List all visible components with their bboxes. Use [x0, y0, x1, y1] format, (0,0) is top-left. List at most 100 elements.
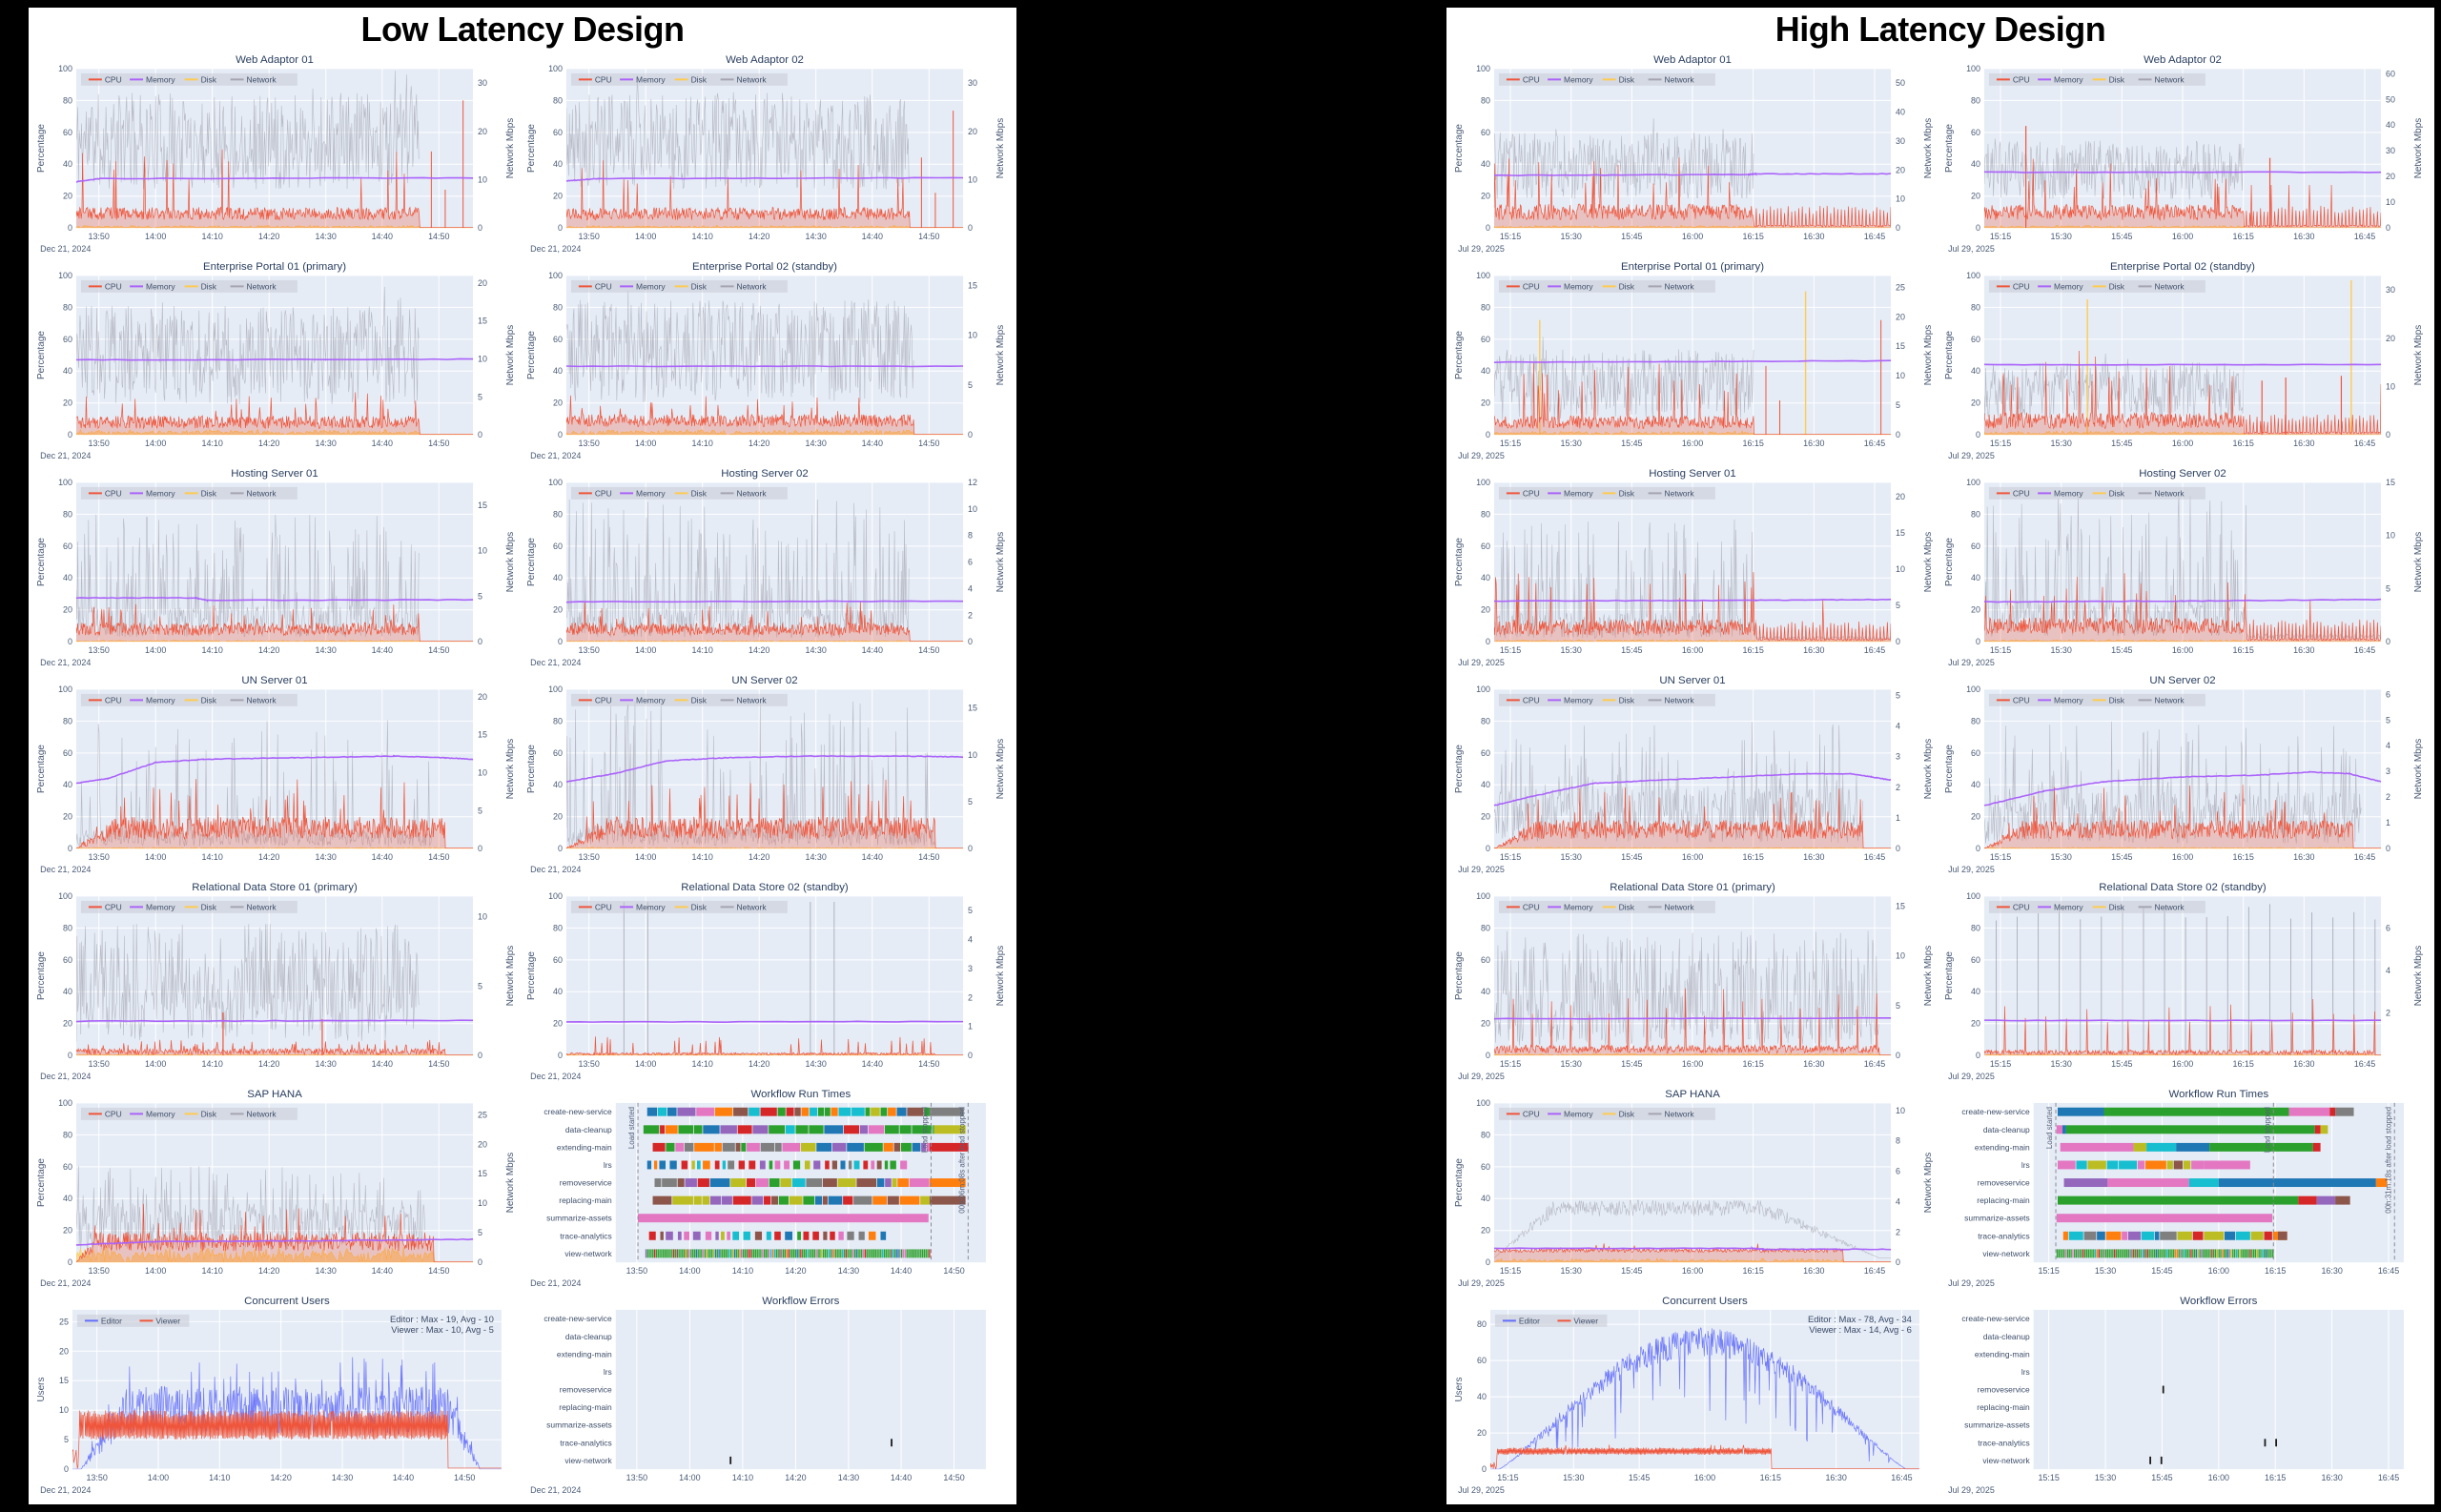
svg-text:16:00: 16:00 [1682, 645, 1703, 655]
svg-text:Disk: Disk [201, 1109, 217, 1118]
svg-text:0: 0 [1976, 430, 1980, 439]
svg-text:Network Mbps: Network Mbps [1923, 532, 1934, 593]
svg-text:40: 40 [1481, 987, 1490, 996]
svg-text:Viewer: Viewer [155, 1316, 180, 1325]
svg-text:15:15: 15:15 [1990, 232, 2011, 241]
svg-text:Relational Data Store 01 (prim: Relational Data Store 01 (primary) [1610, 882, 1775, 893]
chart-grid-low-latency: Web Adaptor 01 13:50 14:00 14:10 14:20 14:30 1… [32, 53, 1013, 1502]
svg-text:Hosting Server 01: Hosting Server 01 [1649, 468, 1736, 480]
chart-plot: Web Adaptor 01 13:50 14:00 14:10 14:20 14:30 1… [36, 54, 516, 254]
svg-text:40: 40 [553, 159, 563, 169]
chart-plot: Web Adaptor 02 13:50 14:00 14:10 14:20 14:30 1… [526, 54, 1006, 254]
svg-text:15:30: 15:30 [1561, 1266, 1582, 1276]
svg-text:5: 5 [64, 1435, 69, 1444]
svg-text:14:20: 14:20 [258, 232, 279, 241]
svg-text:CPU: CPU [595, 488, 612, 498]
svg-text:15:15: 15:15 [1497, 1473, 1518, 1482]
svg-text:0: 0 [68, 1051, 72, 1060]
svg-text:20: 20 [553, 605, 563, 615]
svg-text:10: 10 [478, 1198, 487, 1208]
svg-text:Network: Network [247, 695, 277, 705]
svg-text:data-cleanup: data-cleanup [1983, 1332, 2030, 1341]
svg-text:3: 3 [968, 964, 973, 973]
svg-text:80: 80 [1971, 302, 1980, 312]
chart-plot: Relational Data Store 01 (primary) 15:15 1… [1454, 882, 1934, 1081]
svg-text:100: 100 [548, 684, 563, 694]
svg-text:14:30: 14:30 [316, 1266, 337, 1276]
svg-text:15: 15 [1896, 901, 1905, 910]
chart-plot: Web Adaptor 01 15:15 15:30 15:45 16:00 16:15 1… [1454, 54, 1934, 254]
svg-text:16:00: 16:00 [1682, 1266, 1703, 1276]
svg-text:80: 80 [1481, 1130, 1490, 1139]
svg-text:14:40: 14:40 [891, 1473, 912, 1482]
svg-text:Network Mbps: Network Mbps [995, 946, 1006, 1007]
svg-text:10: 10 [968, 750, 977, 760]
svg-text:Memory: Memory [1564, 281, 1593, 291]
svg-text:Workflow Run Times: Workflow Run Times [2169, 1089, 2269, 1100]
svg-text:20: 20 [1481, 1019, 1490, 1029]
svg-text:16:00: 16:00 [1682, 439, 1703, 448]
chart-relational-data-store-02-standby: Relational Data Store 02 (standby) 13:50 1… [523, 881, 1013, 1088]
svg-text:replacing-main: replacing-main [559, 1195, 612, 1205]
svg-text:Network: Network [1665, 74, 1695, 84]
svg-text:20: 20 [553, 812, 563, 822]
svg-text:13:50: 13:50 [89, 439, 110, 448]
svg-text:20: 20 [63, 1019, 72, 1029]
svg-text:16:00: 16:00 [2172, 232, 2193, 241]
svg-text:Dec 21, 2024: Dec 21, 2024 [530, 1485, 581, 1495]
svg-text:100: 100 [1476, 891, 1490, 901]
svg-text:15:30: 15:30 [1561, 1059, 1582, 1069]
svg-text:Workflow Run Times: Workflow Run Times [751, 1089, 851, 1100]
svg-text:UN Server 01: UN Server 01 [1659, 675, 1725, 686]
svg-text:10: 10 [1896, 1106, 1905, 1115]
svg-text:14:20: 14:20 [749, 645, 769, 655]
svg-text:14:20: 14:20 [258, 645, 279, 655]
svg-text:14:10: 14:10 [692, 439, 713, 448]
chart-workflow-run-times: Workflow Run Times 13:50 14:00 14:10 14:20 14… [523, 1088, 1013, 1295]
svg-text:20: 20 [2386, 334, 2395, 343]
svg-text:4: 4 [968, 583, 973, 593]
svg-text:14:30: 14:30 [806, 852, 827, 862]
svg-text:Percentage: Percentage [526, 331, 537, 379]
svg-text:60: 60 [1481, 541, 1490, 551]
svg-text:40: 40 [1477, 1392, 1487, 1401]
svg-text:0: 0 [1486, 844, 1490, 853]
svg-text:Percentage: Percentage [526, 124, 537, 173]
chart-plot: UN Server 02 15:15 15:30 15:45 16:00 16:15 16:… [1944, 675, 2424, 874]
svg-text:summarize-assets: summarize-assets [546, 1420, 612, 1430]
svg-text:Network: Network [1665, 488, 1695, 498]
svg-text:0: 0 [1896, 430, 1900, 439]
svg-text:Network Mbps: Network Mbps [1923, 1153, 1934, 1214]
svg-text:Network Mbps: Network Mbps [2413, 739, 2424, 800]
svg-text:Concurrent Users: Concurrent Users [1662, 1296, 1748, 1307]
svg-text:Memory: Memory [146, 1109, 175, 1118]
svg-text:0: 0 [2386, 637, 2390, 646]
svg-text:60: 60 [1971, 955, 1980, 965]
svg-text:14:20: 14:20 [785, 1266, 806, 1276]
svg-text:view-network: view-network [564, 1456, 612, 1465]
svg-text:10: 10 [478, 355, 487, 364]
svg-text:data-cleanup: data-cleanup [1983, 1125, 2030, 1134]
svg-text:Disk: Disk [691, 695, 708, 705]
svg-text:5: 5 [478, 981, 482, 991]
svg-text:15:45: 15:45 [2151, 1473, 2172, 1482]
svg-text:Viewer: Viewer [1573, 1316, 1598, 1325]
svg-text:13:50: 13:50 [579, 1059, 600, 1069]
svg-text:Network Mbps: Network Mbps [1923, 946, 1934, 1007]
svg-text:Load stopped: Load stopped [2263, 1107, 2271, 1153]
svg-text:15:30: 15:30 [2051, 232, 2072, 241]
svg-text:Jul 29, 2025: Jul 29, 2025 [1948, 658, 1995, 667]
svg-text:14:10: 14:10 [202, 439, 223, 448]
svg-text:Network Mbps: Network Mbps [995, 325, 1006, 386]
svg-text:create-new-service: create-new-service [1961, 1314, 2030, 1323]
svg-text:20: 20 [2386, 172, 2395, 181]
svg-text:14:20: 14:20 [258, 852, 279, 862]
svg-text:40: 40 [553, 366, 563, 376]
svg-text:40: 40 [1971, 780, 1980, 789]
svg-text:Dec 21, 2024: Dec 21, 2024 [530, 1072, 581, 1081]
svg-text:14:00: 14:00 [679, 1473, 700, 1482]
svg-text:Disk: Disk [201, 695, 217, 705]
svg-text:16:30: 16:30 [2321, 1266, 2342, 1276]
svg-text:2: 2 [2386, 792, 2390, 802]
svg-text:Network Mbps: Network Mbps [505, 532, 516, 593]
